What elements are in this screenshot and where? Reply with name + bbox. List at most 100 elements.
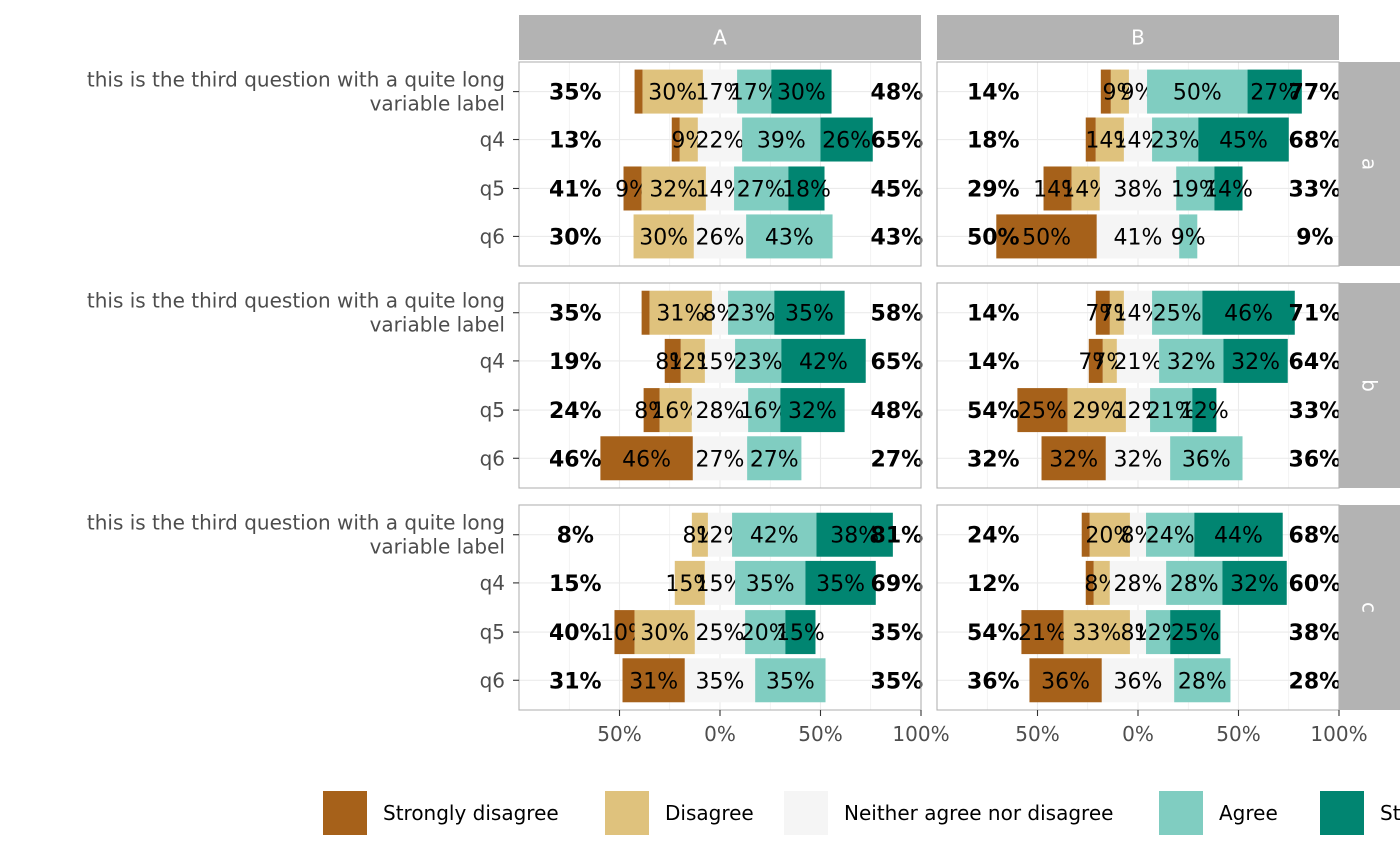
panel-a-B: 9%9% 50% 27%14% 77%14%14%23% 45%18% 68%14%14%… — [936, 61, 1342, 267]
bar-q5: 21% 33% 8%12%25%54% 38% — [967, 610, 1341, 655]
legend-item: Neither agree nor disagree — [784, 791, 1113, 835]
bar-segment — [1170, 610, 1221, 655]
segment-label: 50% — [1173, 81, 1222, 106]
segment-label: 46% — [1224, 302, 1273, 327]
bar-segment — [1147, 69, 1248, 114]
bar-segment — [694, 610, 746, 655]
segment-label: 30% — [648, 81, 697, 106]
high-total-label: 36% — [1289, 447, 1342, 472]
high-total-label: 35% — [871, 669, 924, 694]
bar-segment — [1041, 436, 1106, 481]
bar-segment — [1085, 560, 1094, 605]
segment-label: 32% — [1231, 350, 1280, 375]
bar-segment — [780, 388, 845, 433]
segment-label: 27% — [737, 177, 786, 202]
bar-segment — [788, 166, 825, 211]
bar-segment — [1021, 610, 1064, 655]
segment-label: 30% — [639, 225, 688, 250]
bar-segment — [742, 117, 821, 162]
bar-segment — [1247, 69, 1302, 114]
bar-segment — [737, 69, 772, 114]
low-total-label: 8% — [557, 524, 594, 549]
high-total-label: 35% — [871, 621, 924, 646]
segment-label: 12% — [1180, 399, 1229, 424]
bar-segment — [1202, 290, 1295, 335]
bar-segment — [1194, 512, 1283, 557]
bar-segment — [1198, 117, 1289, 162]
segment-label: 28% — [1114, 572, 1163, 597]
low-total-label: 12% — [967, 572, 1020, 597]
low-total-label: 54% — [967, 399, 1020, 424]
bar-segment — [664, 338, 681, 383]
segment-label: 23% — [1151, 129, 1200, 154]
bar-segment — [1125, 388, 1151, 433]
bar-q4: 14%14%23% 45%18% 68% — [967, 117, 1342, 162]
low-total-label: 41% — [549, 177, 602, 202]
y-tick-label: q4 — [480, 349, 505, 373]
segment-label: 17% — [730, 81, 779, 106]
x-tick-label: 100% — [892, 722, 949, 746]
bar-segment — [600, 436, 693, 481]
segment-label: 32% — [649, 177, 698, 202]
bar-segment — [1085, 117, 1096, 162]
panels: 30%17%17%30%35% 48%9%22% 39% 26%13% 65%9% 32%… — [518, 61, 1342, 711]
bar-segment — [1123, 290, 1153, 335]
y-axis: this is the third question with a quite … — [87, 68, 519, 692]
x-tick-label: 0% — [704, 722, 736, 746]
segment-label: 32% — [1167, 350, 1216, 375]
legend-label: Disagree — [665, 801, 754, 825]
segment-label: 31% — [629, 669, 678, 694]
strip-background — [519, 15, 921, 60]
bar-segment — [732, 512, 817, 557]
strip-background — [1339, 283, 1400, 488]
panel-b-B: 7%7%14%25% 46%14% 71%7%7%21% 32% 32%14% 64%25… — [936, 282, 1342, 489]
bar-segment — [1174, 658, 1231, 703]
bar-segment — [745, 610, 786, 655]
bar-segment — [1166, 560, 1223, 605]
bar-segment — [704, 338, 736, 383]
legend-item: Agree — [1159, 791, 1278, 835]
x-tick-label: 0% — [1122, 722, 1154, 746]
bar-segment — [642, 69, 703, 114]
legend-item: Strongly agree — [1320, 791, 1400, 835]
bar-segment — [1129, 610, 1147, 655]
segment-label: 25% — [696, 621, 745, 646]
segment-label: 36% — [1182, 447, 1231, 472]
segment-label: 25% — [1153, 302, 1202, 327]
bar-segment — [1100, 69, 1111, 114]
strip-label: c — [1358, 602, 1382, 613]
bar-segment — [707, 512, 733, 557]
bar-segment — [1109, 560, 1167, 605]
segment-label: 26% — [696, 225, 745, 250]
bar-q6: 50% 41% 9% 50% 9% — [967, 214, 1334, 259]
segment-label: 15% — [776, 621, 825, 646]
column-strip-A: A — [519, 15, 921, 60]
segment-label: 26% — [822, 129, 871, 154]
low-total-label: 36% — [967, 669, 1020, 694]
high-total-label: 27% — [871, 447, 924, 472]
high-total-label: 48% — [871, 81, 924, 106]
bar-segment — [1192, 388, 1217, 433]
bar-segment — [1063, 610, 1130, 655]
legend: Strongly disagree Disagree Neither agree n… — [323, 791, 1400, 835]
panel-b-A: 31%8%23% 35%35% 58%8%12%15%23% 42%19% 65%8%1… — [518, 282, 924, 489]
segment-label: 38% — [1114, 177, 1163, 202]
bar-segment — [1105, 436, 1171, 481]
panel-c-B: 20%8%24% 44%24% 68%8%28% 28% 32%12% 60%21% 33%… — [936, 504, 1341, 711]
bar-segment — [641, 290, 650, 335]
y-tick-label: this is the third question with a quite … — [87, 289, 505, 313]
bar-segment — [674, 560, 705, 605]
segment-label: 46% — [622, 447, 671, 472]
bar-this-is-the-third-question-with-a-quite-long: 30%17%17%30%35% 48% — [549, 69, 924, 114]
high-total-label: 68% — [1289, 129, 1342, 154]
y-tick-label: q4 — [480, 128, 505, 152]
segment-label: 35% — [816, 572, 865, 597]
segment-label: 28% — [696, 399, 745, 424]
segment-label: 33% — [1072, 621, 1121, 646]
bar-segment — [633, 214, 694, 259]
y-tick-label: this is the third question with a quite … — [87, 511, 505, 535]
low-total-label: 14% — [967, 350, 1020, 375]
bar-this-is-the-third-question-with-a-quite-long: 8%12% 42% 38%8% 81% — [557, 512, 923, 557]
x-tick-label: 50% — [597, 722, 641, 746]
bar-segment — [1116, 338, 1160, 383]
